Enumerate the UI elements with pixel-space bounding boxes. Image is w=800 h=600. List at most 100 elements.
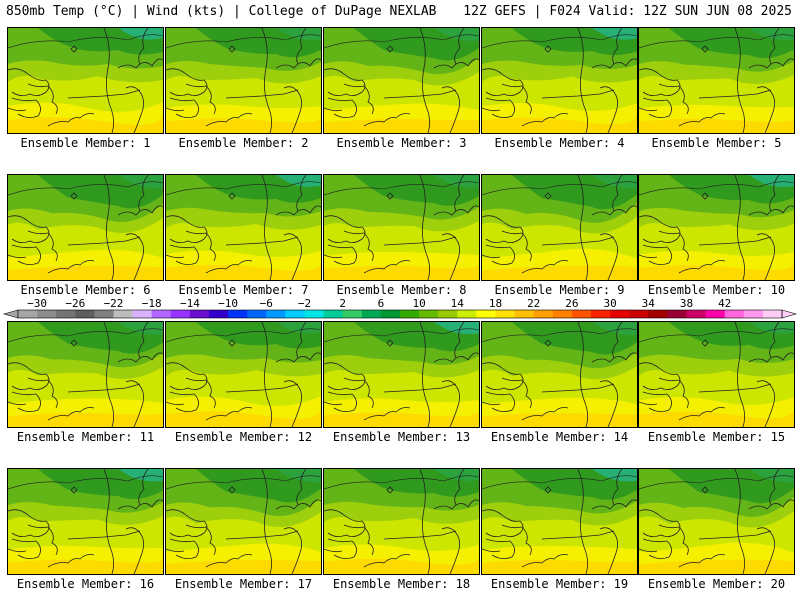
temperature-field-map	[166, 322, 321, 427]
ensemble-member-label: Ensemble Member: 8	[336, 283, 467, 297]
ensemble-member-label: Ensemble Member: 17	[174, 577, 313, 591]
temperature-field-map	[324, 175, 479, 280]
colorbar-tick-label: 26	[565, 297, 578, 310]
temperature-field-map	[639, 322, 794, 427]
ensemble-member-label: Ensemble Member: 3	[336, 136, 467, 150]
temperature-field-map	[166, 469, 321, 574]
colorbar-swatch	[438, 310, 458, 318]
colorbar-right-arrow	[781, 309, 798, 319]
colorbar-tick-label: 14	[451, 297, 465, 310]
ensemble-member-label: Ensemble Member: 16	[16, 577, 155, 591]
colorbar-swatch	[266, 310, 286, 318]
colorbar-tick-label: 42	[718, 297, 731, 310]
colorbar-swatch	[629, 310, 649, 318]
colorbar-swatch	[762, 310, 783, 318]
colorbar-swatch	[75, 310, 95, 318]
colorbar-tick-label: −18	[142, 297, 162, 310]
colorbar-swatch	[686, 310, 706, 318]
colorbar-swatch	[571, 310, 592, 318]
colorbar-swatch	[228, 310, 248, 318]
ensemble-member-map	[323, 27, 480, 134]
ensemble-member-label: Ensemble Member: 5	[651, 136, 782, 150]
colorbar-swatch	[132, 310, 152, 318]
ensemble-member-label: Ensemble Member: 20	[647, 577, 786, 591]
colorbar-swatch	[457, 310, 477, 318]
ensemble-member-label: Ensemble Member: 15	[647, 430, 786, 444]
colorbar-swatch	[151, 310, 172, 318]
colorbar-tick-label: 10	[412, 297, 425, 310]
colorbar-swatch	[361, 310, 382, 318]
ensemble-member-label: Ensemble Member: 12	[174, 430, 313, 444]
ensemble-member-map	[323, 174, 480, 281]
ensemble-member-map	[7, 468, 164, 575]
colorbar-swatch	[18, 310, 38, 318]
ensemble-member-map	[638, 468, 795, 575]
colorbar-swatch	[113, 310, 133, 318]
ensemble-member-map	[165, 174, 322, 281]
colorbar-swatch	[170, 310, 191, 318]
ensemble-member-label: Ensemble Member: 4	[494, 136, 625, 150]
colorbar-tick-label: −14	[180, 297, 200, 310]
colorbar-swatch	[610, 310, 630, 318]
colorbar-tick-label: 22	[527, 297, 540, 310]
colorbar-left-arrow	[2, 309, 19, 319]
temperature-field-map	[639, 469, 794, 574]
ensemble-member-map	[165, 321, 322, 428]
ensemble-member-map	[481, 321, 638, 428]
ensemble-member-map	[481, 468, 638, 575]
temperature-field-map	[8, 322, 163, 427]
colorbar-swatch	[533, 310, 554, 318]
colorbar-tick-label: 18	[489, 297, 502, 310]
colorbar-swatch	[743, 310, 764, 318]
colorbar-swatch	[189, 310, 210, 318]
colorbar-swatch	[705, 310, 725, 318]
colorbar-swatch	[648, 310, 668, 318]
colorbar-outline	[17, 309, 783, 319]
ensemble-member-label: Ensemble Member: 13	[332, 430, 471, 444]
colorbar-swatch	[285, 310, 305, 318]
colorbar-swatch	[495, 310, 515, 318]
colorbar-swatch	[209, 310, 229, 318]
ensemble-member-label: Ensemble Member: 11	[16, 430, 155, 444]
temperature-field-map	[8, 469, 163, 574]
ensemble-member-map	[165, 27, 322, 134]
ensemble-member-map	[7, 27, 164, 134]
colorbar-swatch	[94, 310, 114, 318]
ensemble-member-map	[638, 321, 795, 428]
colorbar-tick-label: −10	[218, 297, 238, 310]
ensemble-member-map	[638, 27, 795, 134]
temperature-field-map	[324, 28, 479, 133]
colorbar-swatch	[591, 310, 611, 318]
ensemble-member-map	[7, 321, 164, 428]
temperature-colorbar: −30 −26 −22 −18 −14 −10 −6 −2 2 6 10 14 18 22 26 30 34 38…	[2, 297, 798, 319]
ensemble-member-label: Ensemble Member: 1	[20, 136, 151, 150]
temperature-field-map	[639, 28, 794, 133]
colorbar-swatch	[552, 310, 573, 318]
colorbar-swatch	[304, 310, 324, 318]
temperature-field-map	[482, 28, 637, 133]
colorbar-tick-label: 38	[680, 297, 693, 310]
ensemble-member-map	[638, 174, 795, 281]
temperature-field-map	[482, 322, 637, 427]
temperature-field-map	[324, 469, 479, 574]
ensemble-member-map	[7, 174, 164, 281]
run-valid-time: 12Z GEFS | F024 Valid: 12Z SUN JUN 08 20…	[463, 4, 792, 19]
temperature-field-map	[482, 175, 637, 280]
ensemble-member-label: Ensemble Member: 18	[332, 577, 471, 591]
colorbar-swatch	[323, 310, 343, 318]
colorbar-swatch	[514, 310, 534, 318]
colorbar-tick-label: 6	[378, 297, 385, 310]
ensemble-member-map	[323, 468, 480, 575]
colorbar-tick-label: −6	[260, 297, 273, 310]
colorbar-swatch	[37, 310, 57, 318]
ensemble-member-label: Ensemble Member: 14	[490, 430, 629, 444]
colorbar-tick-label: −22	[104, 297, 124, 310]
map-title: 850mb Temp (°C) | Wind (kts) | College o…	[6, 4, 437, 19]
colorbar-swatch	[56, 310, 76, 318]
ensemble-member-map	[165, 468, 322, 575]
temperature-field-map	[166, 28, 321, 133]
colorbar-swatch	[342, 310, 363, 318]
colorbar-swatch	[400, 310, 420, 318]
colorbar-swatch	[476, 310, 496, 318]
ensemble-member-label: Ensemble Member: 9	[494, 283, 625, 297]
